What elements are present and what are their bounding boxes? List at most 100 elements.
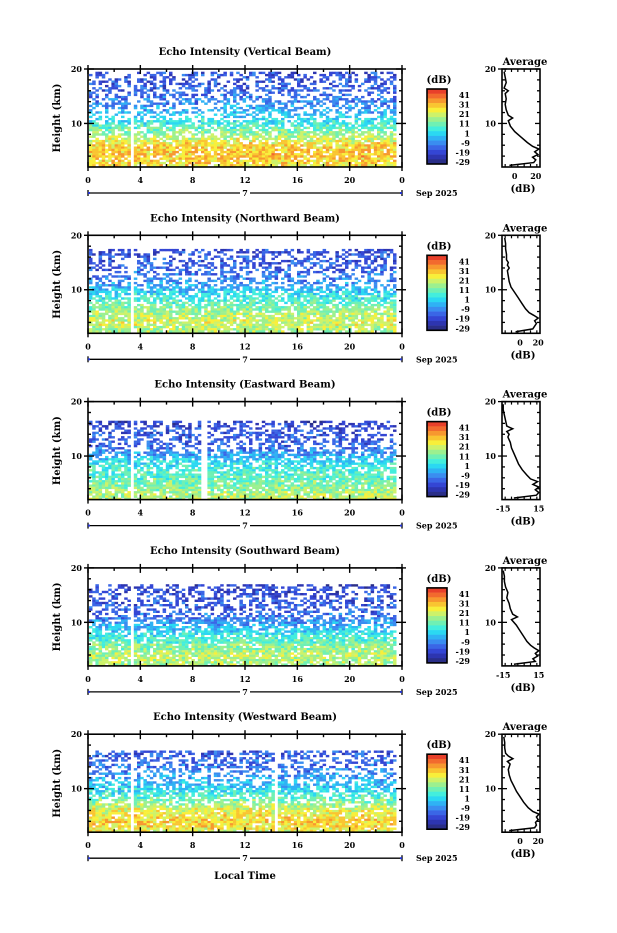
- heatmap-cell: [265, 315, 269, 317]
- heatmap-cell: [310, 76, 314, 78]
- heatmap-cell: [204, 317, 208, 319]
- heatmap-cell: [287, 295, 291, 297]
- heatmap-cell: [95, 158, 99, 160]
- heatmap-cell: [307, 291, 311, 293]
- heatmap-cell: [99, 81, 103, 83]
- heatmap-cell: [287, 328, 291, 330]
- heatmap-cell: [169, 122, 173, 124]
- heatmap-cell: [262, 164, 266, 166]
- heatmap-cell: [217, 319, 221, 321]
- heatmap-cell: [169, 127, 173, 129]
- heatmap-cell: [124, 311, 128, 313]
- heatmap-cell: [371, 328, 375, 330]
- heatmap-cell: [383, 114, 387, 116]
- heatmap-cell: [243, 324, 247, 326]
- heatmap-cell: [342, 142, 346, 144]
- heatmap-cell: [159, 138, 163, 140]
- heatmap-cell: [268, 300, 272, 302]
- heatmap-cell: [367, 105, 371, 107]
- heatmap-cell: [201, 144, 205, 146]
- heatmap-cell: [99, 133, 103, 135]
- heatmap-cell: [259, 133, 263, 135]
- heatmap-cell: [204, 87, 208, 89]
- heatmap-cell: [172, 282, 176, 284]
- heatmap-cell: [204, 138, 208, 140]
- heatmap-cell: [380, 271, 384, 273]
- heatmap-cell: [137, 160, 141, 162]
- heatmap-cell: [339, 153, 343, 155]
- heatmap-cell: [303, 267, 307, 269]
- heatmap-cell: [351, 142, 355, 144]
- heatmap-cell: [153, 267, 157, 269]
- heatmap-cell: [275, 74, 279, 76]
- heatmap-cell: [262, 262, 266, 264]
- heatmap-cell: [198, 319, 202, 321]
- heatmap-cell: [201, 83, 205, 85]
- heatmap-cell: [275, 138, 279, 140]
- heatmap-cell: [323, 74, 327, 76]
- heatmap-cell: [332, 103, 336, 105]
- heatmap-cell: [371, 271, 375, 273]
- heatmap-cell: [233, 114, 237, 116]
- heatmap-cell: [313, 324, 317, 326]
- heatmap-cell: [182, 158, 186, 160]
- heatmap-cell: [214, 311, 218, 313]
- heatmap-cell: [137, 149, 141, 151]
- heatmap-cell: [108, 125, 112, 127]
- heatmap-cell: [134, 282, 138, 284]
- heatmap-cell: [143, 264, 147, 266]
- heatmap-cell: [387, 328, 391, 330]
- heatmap-cell: [387, 293, 391, 295]
- heatmap-cell: [127, 308, 130, 310]
- heatmap-cell: [243, 289, 247, 291]
- heatmap-cell: [223, 140, 227, 142]
- heatmap-cell: [191, 251, 195, 253]
- heatmap-cell: [297, 142, 301, 144]
- heatmap-cell: [111, 120, 115, 122]
- heatmap-cell: [345, 72, 349, 74]
- heatmap-cell: [127, 317, 130, 319]
- heatmap-cell: [188, 138, 192, 140]
- heatmap-cell: [249, 72, 253, 74]
- heatmap-cell: [316, 147, 320, 149]
- heatmap-cell: [393, 76, 397, 78]
- heatmap-cell: [111, 151, 115, 153]
- heatmap-cell: [201, 328, 205, 330]
- heatmap-cell: [169, 284, 173, 286]
- heatmap-cell: [393, 114, 397, 116]
- heatmap-cell: [95, 328, 99, 330]
- heatmap-cell: [342, 317, 346, 319]
- heatmap-cell: [364, 324, 368, 326]
- heatmap-cell: [307, 271, 311, 273]
- heatmap-cell: [297, 304, 301, 306]
- heatmap-cell: [236, 160, 240, 162]
- heatmap-cell: [137, 256, 141, 258]
- heatmap-cell: [246, 114, 250, 116]
- heatmap-cell: [207, 315, 211, 317]
- heatmap-cell: [166, 127, 170, 129]
- heatmap-cell: [195, 74, 199, 76]
- heatmap-cell: [185, 160, 189, 162]
- heatmap-cell: [265, 311, 269, 313]
- heatmap-cell: [271, 324, 275, 326]
- heatmap-cell: [239, 322, 243, 324]
- heatmap-cell: [204, 164, 208, 166]
- heatmap-cell: [262, 162, 266, 164]
- heatmap-cell: [220, 147, 224, 149]
- heatmap-cell: [188, 120, 192, 122]
- heatmap-cell: [316, 262, 320, 264]
- heatmap-cell: [342, 85, 346, 87]
- heatmap-cell: [223, 275, 227, 277]
- heatmap-cell: [287, 147, 291, 149]
- heatmap-cell: [99, 267, 103, 269]
- heatmap-cell: [201, 142, 205, 144]
- heatmap-cell: [271, 151, 275, 153]
- heatmap-cell: [358, 308, 362, 310]
- heatmap-cell: [127, 253, 130, 255]
- heatmap-cell: [124, 103, 128, 105]
- heatmap-cell: [300, 311, 304, 313]
- heatmap-cell: [163, 153, 167, 155]
- heatmap-cell: [278, 251, 282, 253]
- heatmap-cell: [207, 319, 211, 321]
